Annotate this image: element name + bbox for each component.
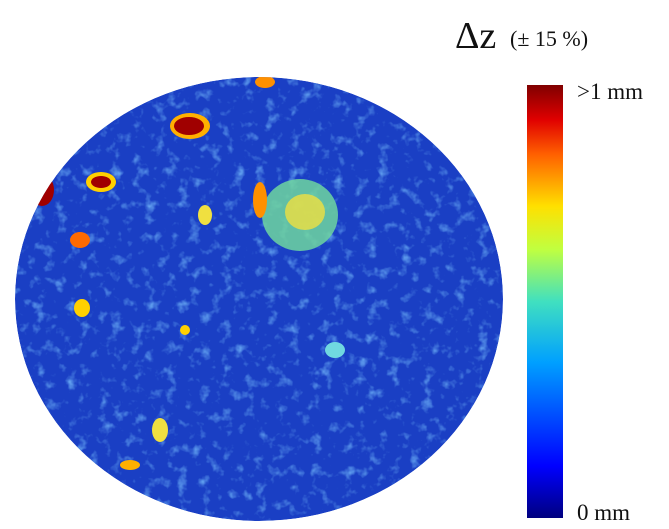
- legend-tolerance: (± 15 %): [510, 26, 588, 51]
- colorbar-min-label: 0 mm: [577, 500, 630, 524]
- colorbar-max-label: >1 mm: [577, 79, 643, 104]
- height-map: [15, 77, 503, 521]
- colorbar: [527, 85, 563, 518]
- legend-symbol: Δz: [455, 15, 496, 57]
